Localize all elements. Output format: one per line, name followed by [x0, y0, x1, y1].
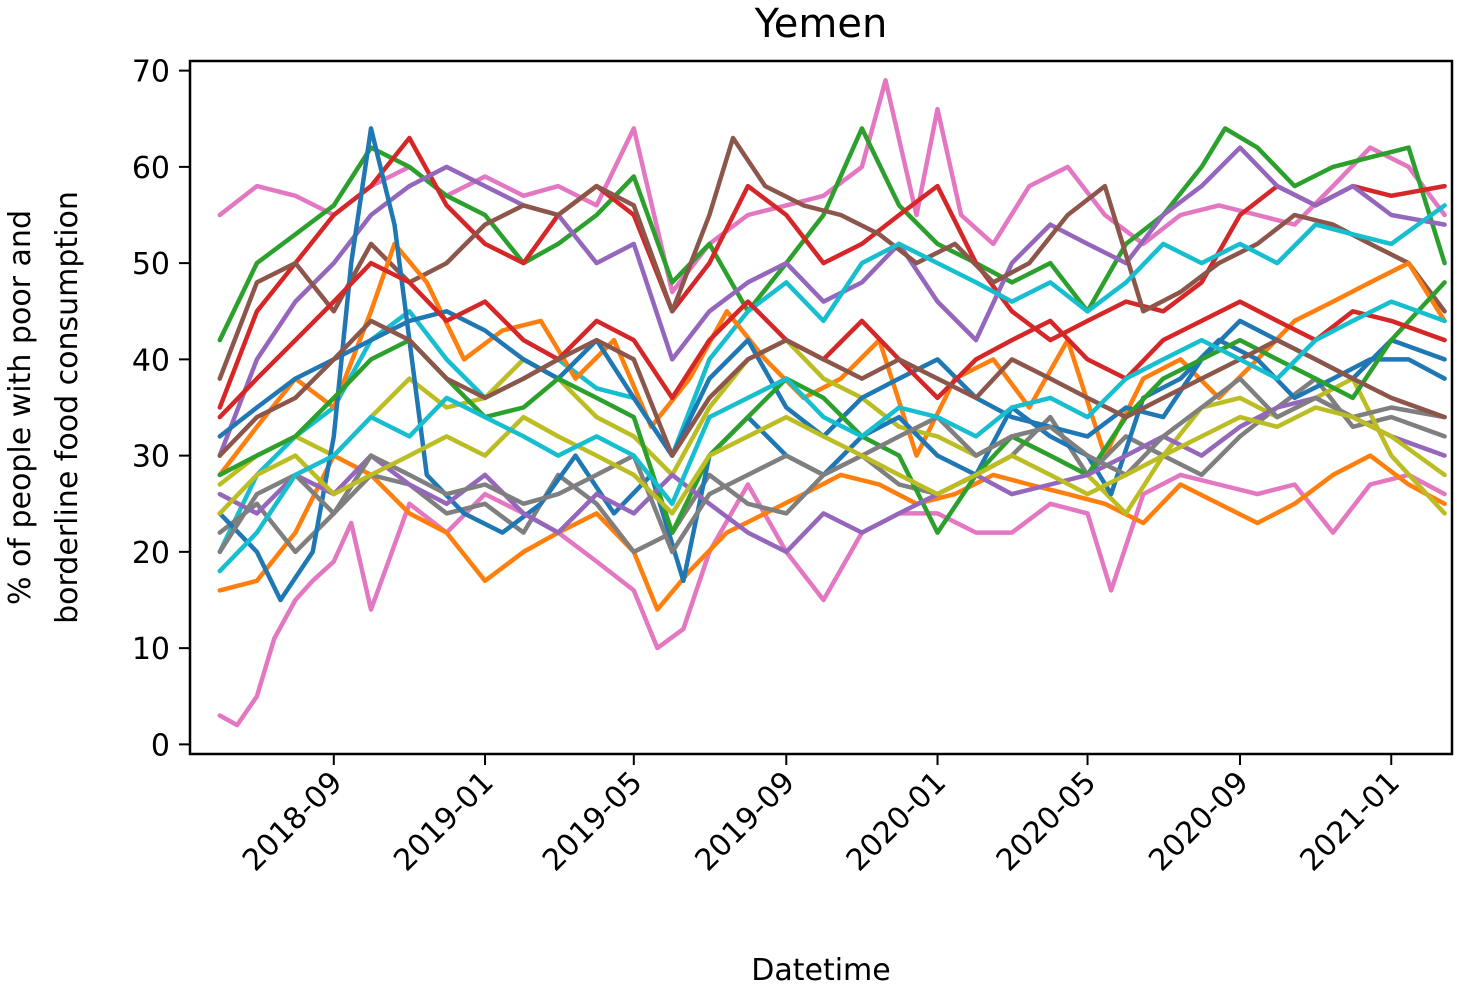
series-line-3	[217, 126, 1447, 343]
y-axis-label-line-2: borderline food consumption	[50, 191, 85, 624]
series-line-17	[217, 376, 1447, 555]
y-tick-label: 20	[132, 536, 170, 571]
series-line-5	[217, 145, 1447, 458]
series-line-1	[217, 472, 1447, 728]
series-line-6	[217, 135, 1447, 381]
plot-frame	[188, 59, 1454, 756]
y-tick-label: 0	[151, 728, 170, 763]
chart-title: Yemen	[754, 1, 888, 47]
y-tick-label: 70	[132, 55, 170, 90]
series-line-11	[217, 337, 1447, 516]
series-line-15	[217, 395, 1447, 555]
y-tick-label: 50	[132, 247, 170, 282]
y-axis: 0 10 20 30 40 50 60 70	[132, 55, 190, 763]
x-axis-label: Datetime	[751, 953, 890, 988]
y-tick-label: 40	[132, 343, 170, 378]
y-tick-label: 10	[132, 632, 170, 667]
series-line-18	[217, 318, 1447, 458]
y-tick-label: 30	[132, 440, 170, 475]
series-line-7	[217, 203, 1447, 555]
y-axis-label: % of people with poor and borderline foo…	[3, 191, 85, 624]
series-line-20	[217, 299, 1447, 574]
y-axis-label-line-1: % of people with poor and	[3, 210, 38, 605]
series-line-19	[217, 405, 1447, 516]
series-line-4	[217, 135, 1447, 410]
y-tick-label: 60	[132, 151, 170, 186]
series-layer	[217, 78, 1447, 728]
series-line-9	[217, 453, 1447, 612]
